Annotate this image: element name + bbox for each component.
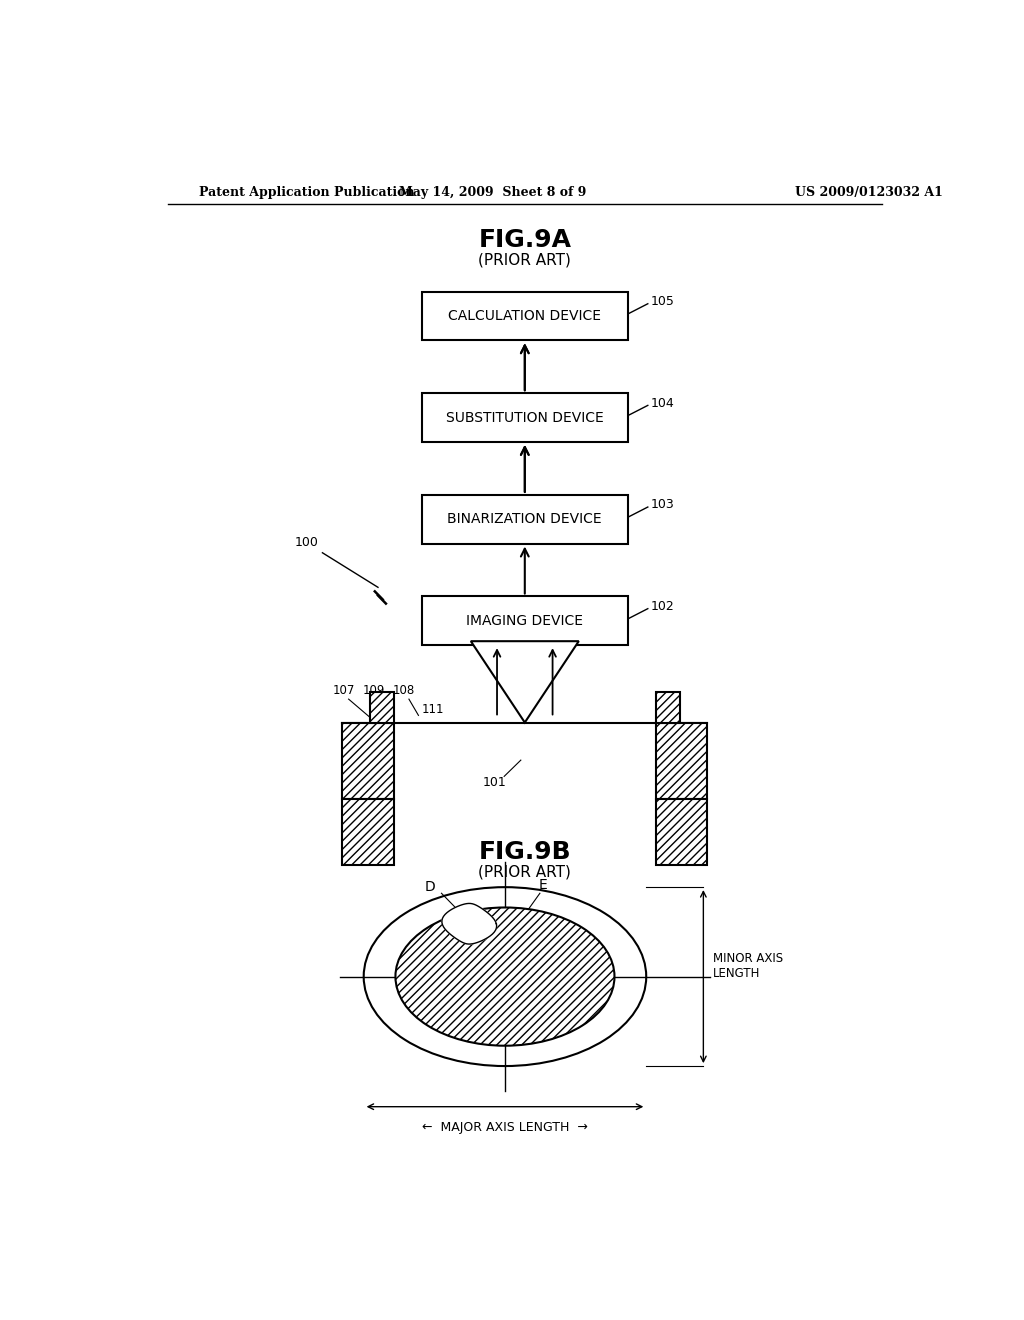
Bar	[655, 722, 708, 799]
Bar	[342, 799, 394, 865]
Bar	[370, 692, 394, 722]
Text: (PRIOR ART): (PRIOR ART)	[478, 252, 571, 268]
Text: SUBSTITUTION DEVICE: SUBSTITUTION DEVICE	[445, 411, 604, 425]
FancyBboxPatch shape	[422, 597, 628, 645]
Text: BINARIZATION DEVICE: BINARIZATION DEVICE	[447, 512, 602, 527]
Polygon shape	[442, 903, 497, 944]
Text: MINOR AXIS
LENGTH: MINOR AXIS LENGTH	[713, 953, 783, 981]
Text: D: D	[424, 880, 435, 894]
Bar	[342, 722, 394, 799]
Text: 108: 108	[393, 685, 416, 697]
Text: 102: 102	[650, 601, 674, 612]
Text: Patent Application Publication: Patent Application Publication	[200, 186, 415, 199]
Text: 105: 105	[650, 296, 674, 308]
Text: 109: 109	[362, 685, 385, 697]
FancyBboxPatch shape	[422, 393, 628, 442]
Text: IMAGING DEVICE: IMAGING DEVICE	[466, 614, 584, 628]
Text: (PRIOR ART): (PRIOR ART)	[478, 865, 571, 879]
Text: 101: 101	[482, 776, 507, 789]
Text: US 2009/0123032 A1: US 2009/0123032 A1	[795, 186, 942, 199]
Ellipse shape	[395, 907, 614, 1045]
Text: 104: 104	[650, 397, 674, 409]
FancyBboxPatch shape	[422, 292, 628, 341]
Text: FIG.9B: FIG.9B	[478, 840, 571, 863]
Text: 103: 103	[650, 499, 674, 511]
Bar	[655, 799, 708, 865]
Polygon shape	[471, 642, 579, 722]
Text: May 14, 2009  Sheet 8 of 9: May 14, 2009 Sheet 8 of 9	[399, 186, 587, 199]
Text: ←  MAJOR AXIS LENGTH  →: ← MAJOR AXIS LENGTH →	[422, 1121, 588, 1134]
FancyBboxPatch shape	[422, 495, 628, 544]
Text: 100: 100	[295, 536, 318, 549]
Text: 107: 107	[333, 685, 355, 697]
Text: E: E	[539, 878, 548, 892]
Text: CALCULATION DEVICE: CALCULATION DEVICE	[449, 309, 601, 323]
Bar	[655, 692, 680, 722]
Text: 111: 111	[422, 702, 444, 715]
Ellipse shape	[364, 887, 646, 1067]
Text: FIG.9A: FIG.9A	[478, 228, 571, 252]
